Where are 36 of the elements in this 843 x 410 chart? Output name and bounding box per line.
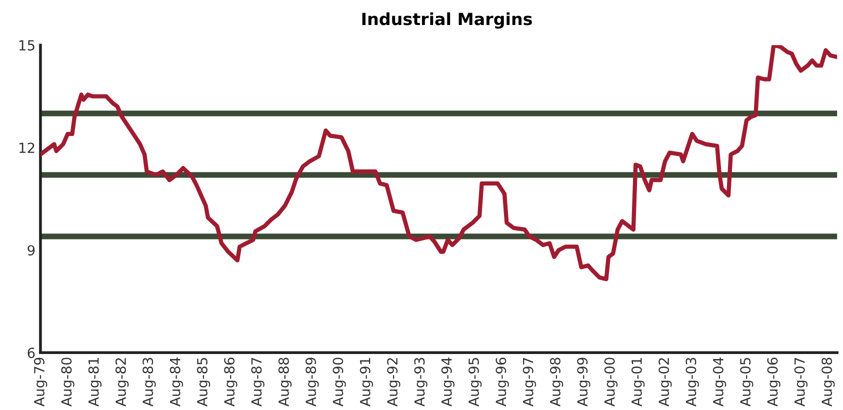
x-tick-label: Aug-00 xyxy=(604,358,618,406)
x-tick-label: Aug-85 xyxy=(196,358,210,406)
x-tick-label: Aug-03 xyxy=(686,358,699,406)
x-tick-label: Aug-84 xyxy=(170,358,184,406)
x-tick-label: Aug-80 xyxy=(61,358,74,406)
x-tick-label: Aug-87 xyxy=(251,358,264,406)
y-tick-label: 15 xyxy=(19,40,34,51)
x-tick-label: Aug-89 xyxy=(306,358,319,406)
x-tick-label: Aug-82 xyxy=(115,358,129,406)
x-tick-label: Aug-02 xyxy=(658,358,672,406)
x-tick-label: Aug-92 xyxy=(387,358,400,406)
x-tick-label: Aug-93 xyxy=(414,358,428,406)
x-tick-label: Aug-81 xyxy=(88,358,102,406)
chart-title: Industrial Margins xyxy=(362,12,532,29)
x-tick-label: Aug-98 xyxy=(550,358,564,406)
y-tick-label: 12 xyxy=(19,142,34,153)
x-tick-label: Aug-06 xyxy=(767,358,780,406)
x-tick-label: Aug-91 xyxy=(360,358,374,406)
x-tick-label: Aug-79 xyxy=(34,358,48,406)
x-tick-label: Aug-95 xyxy=(468,358,482,406)
x-tick-label: Aug-08 xyxy=(822,358,835,406)
x-tick-label: Aug-83 xyxy=(142,358,156,406)
x-tick-label: Aug-90 xyxy=(332,358,346,406)
y-tick-label: 9 xyxy=(28,245,35,256)
x-tick-label: Aug-97 xyxy=(522,358,536,406)
x-tick-label: Aug-07 xyxy=(794,358,808,406)
x-tick-label: Aug-01 xyxy=(631,358,645,406)
line-series xyxy=(40,45,838,282)
x-tick-label: Aug-05 xyxy=(740,358,754,406)
x-tick-label: Aug-99 xyxy=(577,358,590,406)
x-tick-label: Aug-04 xyxy=(712,358,726,406)
x-tick-label: Aug-86 xyxy=(224,358,238,406)
x-tick-label: Aug-88 xyxy=(278,358,292,406)
x-tick-label: Aug-94 xyxy=(441,358,455,406)
y-tick-label: 6 xyxy=(28,348,35,358)
x-tick-label: Aug-96 xyxy=(496,358,509,406)
